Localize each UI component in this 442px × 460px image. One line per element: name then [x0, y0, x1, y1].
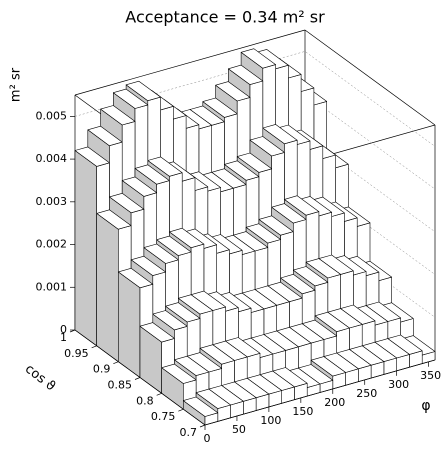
bar-top — [202, 97, 238, 118]
bar-top — [195, 388, 231, 409]
bar-top — [215, 81, 251, 102]
bar-top — [130, 255, 166, 276]
bar — [183, 396, 219, 426]
y-tick-label: 0.9 — [93, 363, 111, 376]
z-tick-label: 0.001 — [36, 280, 68, 293]
bar-top — [100, 105, 136, 126]
bar-top — [178, 294, 214, 315]
bar-top — [305, 258, 341, 279]
bar-top — [147, 156, 183, 177]
bar-top — [228, 64, 264, 85]
bar-top — [280, 273, 316, 295]
z-axis-label: m² sr — [9, 67, 24, 102]
bar-top — [74, 146, 110, 167]
y-tick-label: 0.95 — [64, 347, 89, 360]
y-tick — [134, 377, 141, 380]
bar-top — [249, 136, 285, 157]
bar-top — [134, 164, 170, 185]
y-axis-label: cos ϑ — [22, 362, 58, 395]
bar-top — [271, 203, 307, 224]
x-tick-label: 300 — [388, 378, 409, 391]
z-tick-label: 0.004 — [36, 152, 68, 165]
bar-top — [152, 310, 188, 331]
y-tick-label: 1 — [60, 331, 67, 344]
bar-top — [310, 356, 346, 377]
bar-top — [96, 209, 132, 230]
y-tick-label: 0.8 — [136, 394, 154, 407]
bar-top — [284, 195, 320, 216]
bar-top — [262, 124, 298, 145]
bar-top — [314, 311, 350, 333]
y-tick — [69, 329, 76, 333]
y-tick — [91, 345, 97, 349]
x-tick-label: 100 — [260, 414, 281, 427]
bar-top — [125, 80, 161, 101]
bar-top — [156, 235, 192, 256]
bar-top — [292, 266, 329, 287]
x-tick-label: 150 — [292, 405, 313, 418]
bar-top — [169, 227, 205, 248]
bar-top — [87, 125, 123, 146]
frame-line — [304, 29, 436, 126]
bar-top — [236, 152, 273, 173]
y-tick — [113, 361, 119, 364]
bar-top — [165, 302, 201, 323]
bar-top — [139, 322, 175, 343]
frame-line — [74, 29, 306, 96]
y-tick-label: 0.85 — [108, 379, 133, 392]
x-tick-label: 250 — [356, 387, 377, 400]
bar-top — [113, 88, 149, 109]
bar-side — [74, 150, 97, 347]
bar-top — [224, 160, 260, 181]
bar-top — [258, 215, 294, 236]
bar-top — [240, 48, 276, 69]
bar-top — [109, 193, 145, 214]
x-tick-label: 0 — [204, 432, 211, 445]
z-tick-label: 0.005 — [36, 109, 68, 122]
bar-top — [121, 176, 157, 197]
bar-top — [199, 344, 235, 365]
z-tick-label: 0.003 — [36, 195, 68, 208]
bar-side — [96, 213, 119, 363]
bar-top — [118, 267, 154, 289]
z-tick-label: 0.002 — [36, 238, 68, 251]
bar-side — [118, 271, 141, 378]
bar-top — [245, 223, 281, 244]
x-axis-label: φ — [421, 398, 430, 414]
y-tick — [156, 393, 162, 396]
y-tick-label: 0.75 — [151, 410, 176, 423]
bar-top — [161, 363, 197, 384]
y-tick — [199, 424, 206, 428]
y-tick — [178, 408, 184, 412]
bar-top — [183, 396, 219, 417]
x-tick-label: 350 — [420, 369, 441, 382]
y-tick-label: 0.7 — [180, 426, 198, 439]
chart-title: Acceptance = 0.34 m² sr — [125, 8, 325, 27]
x-tick-label: 200 — [324, 396, 345, 409]
bar-top — [174, 355, 210, 376]
z-tick-label: 0 — [60, 323, 67, 336]
x-tick-label: 50 — [232, 423, 246, 436]
bar-top — [143, 243, 179, 264]
